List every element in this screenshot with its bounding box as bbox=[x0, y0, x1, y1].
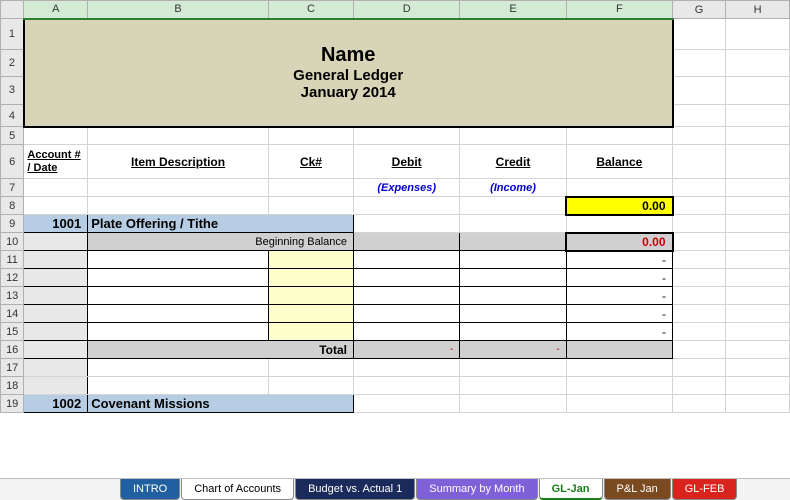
row-10[interactable]: 10 bbox=[1, 233, 24, 251]
row-19[interactable]: 19 bbox=[1, 395, 24, 413]
acct-1001-num[interactable]: 1001 bbox=[24, 215, 88, 233]
hdr-item: Item Description bbox=[88, 145, 269, 179]
row-15[interactable]: 15 bbox=[1, 323, 24, 341]
entry-bal[interactable]: - bbox=[566, 323, 672, 341]
tab-pl-jan[interactable]: P&L Jan bbox=[604, 479, 671, 500]
spreadsheet-grid[interactable]: A B C D E F G H 1 Name General Ledger Ja… bbox=[0, 0, 790, 478]
entry-bal[interactable]: - bbox=[566, 305, 672, 323]
row-4[interactable]: 4 bbox=[1, 105, 24, 127]
col-E[interactable]: E bbox=[460, 1, 566, 19]
entry-bal[interactable]: - bbox=[566, 287, 672, 305]
beginning-balance-value[interactable]: 0.00 bbox=[566, 233, 672, 251]
row-17[interactable]: 17 bbox=[1, 359, 24, 377]
hdr-debit: Debit bbox=[354, 145, 460, 179]
title-name: Name bbox=[28, 44, 669, 67]
acct-1002-num[interactable]: 1002 bbox=[24, 395, 88, 413]
entry-bal[interactable]: - bbox=[566, 269, 672, 287]
row-18[interactable]: 18 bbox=[1, 377, 24, 395]
row-2[interactable]: 2 bbox=[1, 50, 24, 76]
row-6[interactable]: 6 bbox=[1, 145, 24, 179]
row-7[interactable]: 7 bbox=[1, 179, 24, 197]
col-F[interactable]: F bbox=[566, 1, 672, 19]
acct-1001-name[interactable]: Plate Offering / Tithe bbox=[88, 215, 354, 233]
row-1[interactable]: 1 bbox=[1, 19, 24, 50]
row-3[interactable]: 3 bbox=[1, 76, 24, 105]
col-A[interactable]: A bbox=[24, 1, 88, 19]
row-13[interactable]: 13 bbox=[1, 287, 24, 305]
tab-chart-of-accounts[interactable]: Chart of Accounts bbox=[181, 479, 294, 500]
hdr-balance: Balance bbox=[566, 145, 672, 179]
tab-budget-vs-actual[interactable]: Budget vs. Actual 1 bbox=[295, 479, 415, 500]
col-G[interactable]: G bbox=[673, 1, 726, 19]
hdr-credit: Credit bbox=[460, 145, 566, 179]
hdr-account: Account # / Date bbox=[24, 145, 88, 179]
tab-summary-by-month[interactable]: Summary by Month bbox=[416, 479, 537, 500]
total-label: Total bbox=[88, 341, 354, 359]
col-D[interactable]: D bbox=[354, 1, 460, 19]
row-8[interactable]: 8 bbox=[1, 197, 24, 215]
beginning-balance-label: Beginning Balance bbox=[88, 233, 354, 251]
row-16[interactable]: 16 bbox=[1, 341, 24, 359]
opening-balance[interactable]: 0.00 bbox=[566, 197, 672, 215]
row-14[interactable]: 14 bbox=[1, 305, 24, 323]
total-credit: - bbox=[460, 341, 566, 359]
row-5[interactable]: 5 bbox=[1, 127, 24, 145]
tab-gl-jan[interactable]: GL-Jan bbox=[539, 479, 603, 500]
total-debit: - bbox=[354, 341, 460, 359]
column-header-row[interactable]: A B C D E F G H bbox=[1, 1, 790, 19]
row-9[interactable]: 9 bbox=[1, 215, 24, 233]
entry-bal[interactable]: - bbox=[566, 251, 672, 269]
hdr-ck: Ck# bbox=[268, 145, 353, 179]
tab-gl-feb[interactable]: GL-FEB bbox=[672, 479, 738, 500]
title-ledger: General Ledger bbox=[28, 67, 669, 84]
subhdr-credit: (Income) bbox=[460, 179, 566, 197]
title-date: January 2014 bbox=[28, 84, 669, 101]
col-C[interactable]: C bbox=[268, 1, 353, 19]
subhdr-debit: (Expenses) bbox=[354, 179, 460, 197]
row-11[interactable]: 11 bbox=[1, 251, 24, 269]
sheet-tabs: INTRO Chart of Accounts Budget vs. Actua… bbox=[0, 478, 790, 500]
row-12[interactable]: 12 bbox=[1, 269, 24, 287]
acct-1002-name[interactable]: Covenant Missions bbox=[88, 395, 354, 413]
col-H[interactable]: H bbox=[726, 1, 790, 19]
tab-intro[interactable]: INTRO bbox=[120, 479, 180, 500]
title-block: Name General Ledger January 2014 bbox=[24, 19, 673, 127]
col-B[interactable]: B bbox=[88, 1, 269, 19]
